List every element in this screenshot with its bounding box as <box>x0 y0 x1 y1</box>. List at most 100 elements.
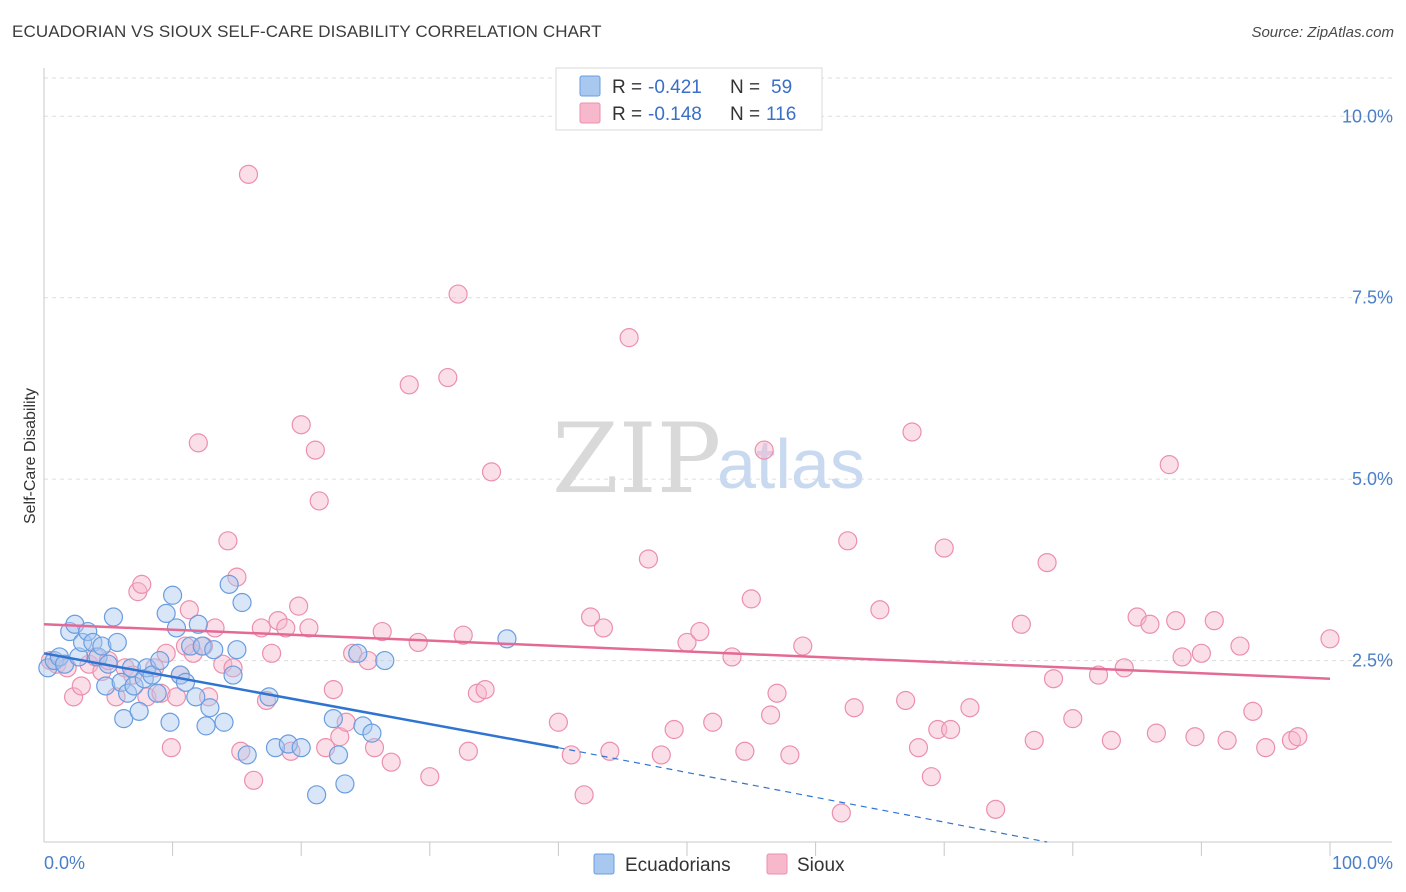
sioux-point <box>438 367 458 388</box>
ecuadorian-point <box>328 745 349 765</box>
sioux-point <box>188 433 208 453</box>
sioux-point <box>600 741 620 761</box>
ecuadorian-point <box>181 636 201 656</box>
sioux-point <box>1288 727 1308 747</box>
ecuadorian-point <box>200 698 220 718</box>
ecuadorian-trend-extension <box>558 747 1048 843</box>
ecuadorian-point <box>147 683 167 703</box>
ecuadorian-r-label: R = <box>612 77 642 98</box>
sioux-point <box>218 531 238 551</box>
ecuadorian-point <box>335 774 355 794</box>
sioux-swatch <box>579 102 601 124</box>
sioux-point <box>244 770 264 790</box>
sioux-point <box>323 679 343 700</box>
sioux-point <box>458 741 478 761</box>
ecuadorian-r-value: -0.421 <box>648 77 702 98</box>
ecuadorian-point <box>223 665 243 685</box>
sioux-r-value: -0.148 <box>648 104 702 125</box>
legend-sioux-label: Sioux <box>797 855 845 876</box>
ecuadorian-point <box>156 603 176 624</box>
sioux-point <box>276 618 296 638</box>
x-tick-label-min: 0.0% <box>44 853 85 873</box>
ecuadorian-point <box>188 614 208 634</box>
sioux-point <box>305 440 325 460</box>
sioux-point <box>399 375 419 395</box>
ecuadorian-point <box>214 712 234 732</box>
ecuadorian-point <box>72 632 93 653</box>
sioux-point <box>1191 643 1212 663</box>
sioux-point <box>453 625 473 645</box>
sioux-point <box>1230 636 1250 656</box>
ecuadorian-point <box>163 585 183 605</box>
sioux-point <box>960 698 980 718</box>
sioux-point <box>1172 647 1192 667</box>
sioux-point <box>156 643 176 663</box>
sioux-point <box>735 741 755 761</box>
ecuadorian-point <box>103 607 124 627</box>
sioux-point <box>664 719 684 740</box>
ecuadorian-point <box>129 701 149 721</box>
sioux-point <box>92 661 112 682</box>
sioux-point <box>793 636 813 656</box>
ecuadorian-point <box>124 676 144 696</box>
sioux-point <box>896 690 916 711</box>
ecuadorian-point <box>348 643 368 663</box>
sioux-point <box>161 738 181 758</box>
ecuadorian-point <box>160 712 180 732</box>
sioux-point <box>420 767 440 787</box>
sioux-point <box>1204 611 1224 631</box>
sioux-point <box>268 611 288 631</box>
sioux-n-label: N = <box>730 104 760 125</box>
sioux-point <box>741 589 761 609</box>
sioux-point <box>231 741 251 761</box>
sioux-point <box>1166 611 1186 631</box>
sioux-point <box>381 752 401 772</box>
axes <box>43 68 1392 843</box>
sioux-point <box>179 600 199 620</box>
sioux-point <box>227 567 247 587</box>
sioux-point <box>63 687 84 707</box>
sioux-point <box>299 618 319 638</box>
sioux-point <box>703 712 723 732</box>
watermark-atlas: atlas <box>717 425 865 503</box>
ecuadorian-point <box>375 650 395 671</box>
ecuadorian-n-label: N = <box>730 77 760 98</box>
sioux-point <box>132 574 152 594</box>
ecuadorian-point <box>307 785 327 805</box>
sioux-point <box>1140 614 1160 634</box>
sioux-point <box>166 687 187 707</box>
ecuadorian-point <box>323 709 343 729</box>
sioux-point <box>1088 665 1109 685</box>
sioux-point <box>844 698 864 718</box>
ecuadorian-point <box>237 745 257 765</box>
ecuadorian-point <box>227 640 247 660</box>
y-axis-tick-labels: 2.5% 5.0% 7.5% 10.0% <box>1342 106 1393 670</box>
sioux-point <box>780 745 800 765</box>
sioux-point <box>934 538 954 558</box>
sioux-point <box>262 643 282 663</box>
sioux-point <box>638 549 659 569</box>
watermark: ZIP atlas <box>552 403 865 515</box>
chart-title: ECUADORIAN VS SIOUX SELF-CARE DISABILITY… <box>12 22 602 41</box>
sioux-point <box>760 705 781 725</box>
ecuadorian-point <box>196 716 216 736</box>
ecuadorian-point <box>362 723 382 743</box>
sioux-point <box>902 422 922 442</box>
sioux-point <box>986 799 1006 819</box>
ecuadorian-point <box>219 574 239 594</box>
ecuadorian-point <box>291 738 311 758</box>
sioux-point <box>690 621 710 642</box>
y-tick-label: 10.0% <box>1342 106 1393 126</box>
sioux-point <box>1217 730 1237 751</box>
sioux-point <box>372 621 392 642</box>
sioux-point <box>838 531 858 551</box>
stats-legend: R = -0.421 N = 59 R = -0.148 N = 116 <box>555 67 823 131</box>
sioux-point <box>580 607 601 627</box>
ecuadorian-point <box>117 683 138 703</box>
sioux-point <box>238 164 259 184</box>
sioux-point <box>289 596 309 616</box>
sioux-point <box>870 600 890 620</box>
sioux-point <box>1243 701 1263 721</box>
x-axis-ticks <box>172 842 1331 856</box>
